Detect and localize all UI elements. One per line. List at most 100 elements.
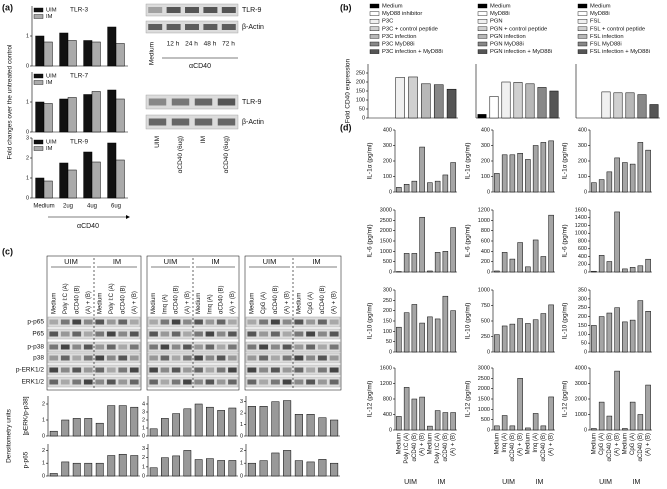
y-tick-label: 50 — [386, 339, 392, 345]
blot-band — [129, 331, 139, 337]
blot-band — [228, 379, 237, 385]
blot-lane-label: Medium — [97, 293, 103, 314]
blot-band — [149, 319, 158, 325]
bar — [548, 214, 554, 273]
legend-label: Medium — [382, 4, 403, 10]
group-label: UIM — [404, 479, 417, 486]
bar — [35, 101, 45, 133]
bar — [149, 428, 158, 437]
bar — [622, 268, 628, 273]
bar — [598, 316, 605, 353]
y-tick-label: 100 — [481, 174, 490, 180]
bar — [61, 461, 70, 477]
chart-title: TLR-9 — [70, 139, 88, 146]
bar — [549, 90, 559, 119]
blot-band — [49, 379, 59, 385]
panel-label: (d) — [340, 122, 352, 132]
y-tick-label: 150 — [383, 318, 392, 324]
bar — [537, 87, 547, 119]
blot-strip — [145, 94, 239, 110]
y-tick-label: 4000 — [575, 365, 587, 371]
blot-band — [171, 355, 181, 361]
y-tick-label: 0 — [389, 349, 392, 355]
blot-band — [228, 331, 237, 337]
blot-lane-label: Medium — [149, 42, 156, 65]
blot-band — [160, 355, 170, 361]
blot-row-label: TLR-9 — [242, 99, 262, 106]
blot-frame — [244, 255, 342, 391]
y-tick-label: 0 — [584, 427, 587, 433]
y-tick-label: 1000 — [575, 231, 587, 237]
bar — [433, 84, 444, 119]
bar — [61, 419, 70, 437]
bar — [477, 114, 487, 119]
blot-band — [49, 355, 59, 361]
blot-lane-label: αCD40 (6ug) — [177, 136, 184, 173]
y-tick-label: 0 — [389, 189, 392, 195]
bar — [43, 41, 53, 67]
bar — [517, 242, 523, 273]
blot-band — [129, 319, 139, 325]
blot-band — [166, 24, 181, 30]
legend-swatch — [369, 49, 380, 54]
y-axis-label: IL-12 (pg/ml) — [465, 381, 472, 418]
blot-band — [171, 118, 190, 126]
blot-lane-label: (A) + (B) — [332, 291, 338, 314]
blot-row-label: ERK1/2 — [22, 379, 45, 386]
legend-label: FSL MyD88i — [590, 42, 622, 48]
bar — [629, 163, 636, 193]
y-tick-label: 500 — [383, 259, 392, 265]
blot-band — [72, 355, 82, 361]
x-tick-label: Medium — [622, 433, 628, 454]
blot-band — [183, 355, 192, 361]
blot-lane-label: αCD40 (B) — [74, 286, 80, 314]
bar — [43, 103, 53, 133]
y-tick-label: 1 — [42, 417, 45, 423]
legend-swatch — [33, 146, 44, 151]
blot-lane-label: 72 h — [222, 41, 235, 48]
bar — [509, 258, 516, 273]
legend-swatch — [577, 26, 588, 31]
blot-frame — [46, 255, 142, 391]
blot-band — [60, 344, 70, 350]
blot-row-label: p38 — [33, 355, 44, 362]
blot-band — [194, 98, 213, 106]
legend-label: PGN infection — [490, 34, 526, 40]
group-label: UIM — [502, 479, 515, 486]
bar — [84, 462, 93, 477]
y-tick-label: 800 — [481, 228, 490, 234]
bar — [450, 227, 456, 273]
bar — [501, 81, 511, 119]
y-axis-label: Densitometry units — [6, 408, 13, 463]
bar — [614, 307, 620, 353]
blot-band — [329, 331, 339, 337]
blot-row-label: p-p38 — [27, 344, 44, 351]
x-tick-label: Poly I:C (A) — [404, 433, 410, 464]
y-tick-label: 1 — [142, 464, 145, 470]
y-tick-label: 2000 — [478, 386, 490, 392]
blot-band — [259, 331, 269, 337]
blot-band — [282, 331, 292, 337]
bar — [517, 153, 523, 193]
bar — [606, 171, 613, 193]
y-tick-label: 400 — [383, 127, 392, 133]
legend-label: MyD88i — [490, 11, 510, 17]
legend-swatch — [477, 3, 488, 9]
x-tick-label: αCD40 (B) — [638, 433, 644, 461]
blot-band — [205, 319, 215, 325]
bar — [622, 428, 628, 431]
legend-label: FSL + control peptide — [590, 26, 645, 32]
legend-label: PGN — [490, 19, 503, 25]
bar — [591, 325, 597, 353]
legend-swatch — [369, 19, 380, 24]
bar — [306, 461, 315, 477]
blot-band — [118, 344, 128, 350]
arrow-head — [126, 215, 130, 219]
blot-band — [129, 344, 139, 350]
blot-band — [329, 344, 339, 350]
bar — [427, 182, 433, 193]
blot-band — [247, 379, 257, 385]
blot-band — [329, 319, 339, 325]
y-tick-label: 2 — [26, 155, 29, 161]
blot-group-label: UIM — [64, 257, 78, 266]
